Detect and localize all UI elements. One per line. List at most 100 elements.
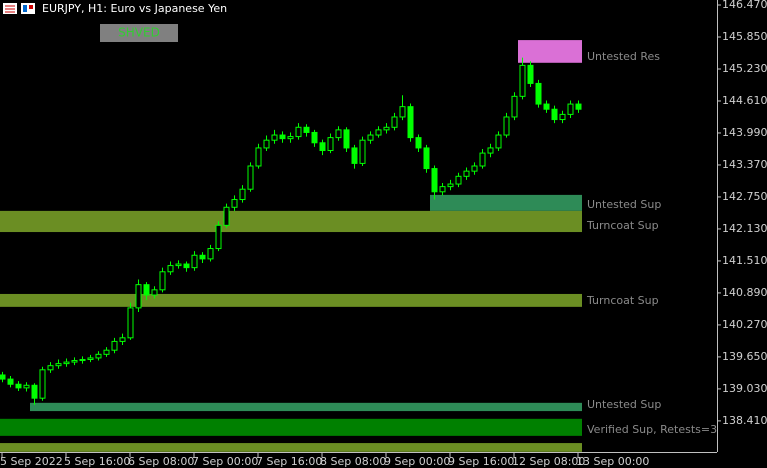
candle-body: [103, 349, 110, 355]
y-tick-label: 140.890: [722, 286, 767, 299]
candle-body: [407, 106, 414, 139]
y-tick-label: 142.750: [722, 190, 767, 203]
candle-body: [167, 265, 174, 273]
x-tick-label: 6 Sep 08:00: [128, 455, 194, 468]
candle-body: [55, 363, 62, 367]
candle-body: [311, 131, 318, 144]
candle-body: [375, 129, 382, 136]
candle-body: [559, 113, 566, 121]
candle-body: [71, 360, 78, 363]
candle-body: [255, 147, 262, 167]
candle-body: [511, 95, 518, 118]
shved-button[interactable]: [100, 24, 178, 42]
zone: [0, 418, 582, 436]
zone-label: Untested Res: [587, 50, 660, 63]
candle-body: [119, 337, 126, 342]
candle-body: [223, 206, 230, 226]
x-tick-label: 13 Sep 00:00: [576, 455, 649, 468]
candle-body: [95, 353, 102, 359]
candle-body: [175, 263, 182, 267]
candle-body: [127, 307, 134, 339]
candle-body: [343, 129, 350, 149]
candle-body: [15, 383, 22, 389]
candle-body: [151, 289, 158, 296]
y-tick-label: 143.370: [722, 158, 767, 171]
candle-body: [479, 152, 486, 167]
candle-body: [335, 129, 342, 139]
zone-label: Verified Sup, Retests=3: [587, 423, 717, 436]
candle-body: [63, 361, 70, 365]
candle-body: [327, 137, 334, 152]
button-label[interactable]: SHVED: [118, 26, 160, 40]
x-tick-label: 9 Sep 16:00: [448, 455, 514, 468]
candle-body: [359, 139, 366, 164]
candle-body: [351, 147, 358, 164]
candle-body: [79, 358, 86, 362]
candle-body: [463, 170, 470, 177]
header: EURJPY, H1: Euro vs Japanese Yen SHVED: [3, 2, 227, 42]
candle-body: [87, 357, 94, 360]
y-tick-label: 140.270: [722, 318, 767, 331]
candle-body: [543, 103, 550, 110]
candle-body: [303, 126, 310, 133]
candle-body: [263, 139, 270, 149]
candle-body: [7, 378, 14, 385]
candle-body: [495, 134, 502, 149]
candle-body: [199, 254, 206, 260]
x-tick-label: 9 Sep 00:00: [384, 455, 450, 468]
plot-area: Untested Res Untested Sup Turncoat Sup Turn…: [0, 40, 717, 452]
candle-body: [383, 126, 390, 131]
candle-body: [295, 126, 302, 138]
candle-body: [575, 103, 582, 110]
candle-body: [431, 168, 438, 193]
candle-body: [503, 116, 510, 136]
candle-body: [159, 271, 166, 291]
y-tick-label: 145.230: [722, 62, 767, 75]
y-tick-label: 138.410: [722, 414, 767, 427]
candle-body: [527, 64, 534, 84]
candle-body: [519, 64, 526, 97]
candle-body: [423, 147, 430, 170]
y-tick-label: 144.610: [722, 94, 767, 107]
candle-body: [47, 365, 54, 371]
candle-body: [135, 284, 142, 309]
candle-body: [183, 263, 190, 269]
candle-body: [287, 136, 294, 140]
candle-body: [439, 186, 446, 193]
zone-label: Untested Sup: [587, 398, 661, 411]
y-tick-label: 146.470: [722, 0, 767, 11]
candle-body: [319, 142, 326, 152]
zone-label: Turncoat Sup: [586, 294, 659, 307]
candle-body: [279, 134, 286, 140]
y-tick-label: 145.850: [722, 30, 767, 43]
candle-body: [271, 134, 278, 141]
candle-body: [0, 374, 6, 380]
candle-body: [367, 134, 374, 141]
x-tick-label: 12 Sep 08:00: [512, 455, 585, 468]
zone: [518, 40, 582, 63]
zone: [0, 293, 582, 307]
candle-body: [143, 284, 150, 296]
y-tick-label: 139.650: [722, 350, 767, 363]
window-icon[interactable]: [21, 3, 35, 14]
icon-part: [29, 5, 33, 9]
y-tick-label: 141.510: [722, 254, 767, 267]
y-tick-label: 142.130: [722, 222, 767, 235]
chart-title: EURJPY, H1: Euro vs Japanese Yen: [42, 2, 227, 15]
candle-body: [391, 116, 398, 128]
candle-body: [415, 137, 422, 149]
zone: [0, 443, 582, 452]
candle-body: [111, 340, 118, 351]
x-tick-label: 7 Sep 00:00: [192, 455, 258, 468]
icon-part: [23, 5, 27, 12]
candle-body: [39, 369, 46, 399]
x-tick-label: 8 Sep 08:00: [320, 455, 386, 468]
candle-body: [567, 103, 574, 115]
candle-body: [471, 165, 478, 172]
zone: [30, 402, 582, 412]
x-tick-label: 5 Sep 2022: [0, 455, 63, 468]
candle-body: [551, 108, 558, 121]
